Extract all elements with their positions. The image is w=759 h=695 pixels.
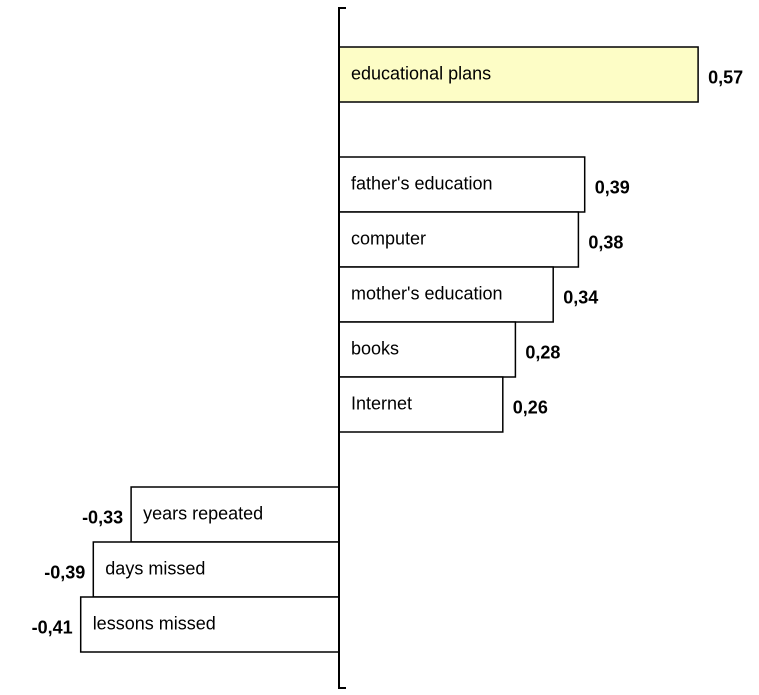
value-label: 0,34 [563, 287, 598, 307]
bar [79, 596, 340, 653]
value-label: 0,26 [513, 397, 548, 417]
value-label: -0,33 [82, 507, 123, 527]
bar [338, 266, 554, 323]
category-label: father's education [351, 173, 493, 193]
category-label: books [351, 338, 399, 358]
value-label: 0,57 [708, 67, 743, 87]
category-label: mother's education [351, 283, 503, 303]
axis-line [338, 7, 346, 689]
category-label: Internet [351, 393, 412, 413]
category-label: days missed [105, 558, 205, 578]
value-label: 0,38 [588, 232, 623, 252]
bar [92, 541, 340, 598]
category-label: years repeated [143, 503, 263, 523]
category-label: lessons missed [93, 613, 216, 633]
bar [338, 211, 580, 268]
bar [338, 156, 586, 213]
value-label: -0,41 [32, 617, 73, 637]
category-label: computer [351, 228, 426, 248]
value-label: 0,28 [525, 342, 560, 362]
value-label: 0,39 [595, 177, 630, 197]
category-label: educational plans [351, 63, 491, 83]
value-label: -0,39 [44, 562, 85, 582]
bar [338, 46, 699, 103]
